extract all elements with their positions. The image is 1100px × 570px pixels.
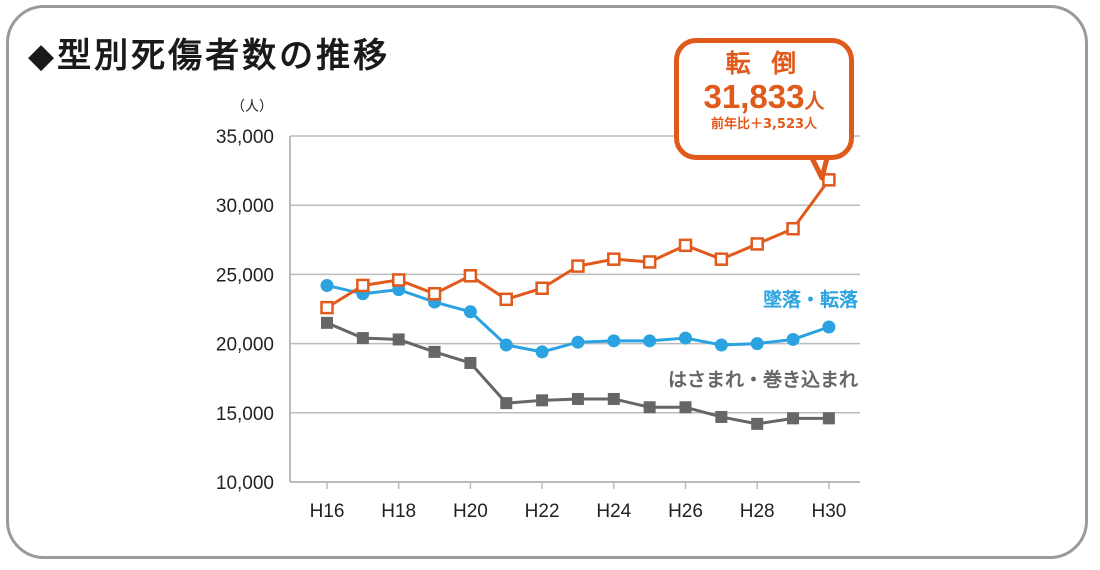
callout-bubble: 転 倒 31,833人 前年比＋3,523人 xyxy=(674,38,854,160)
data-point xyxy=(535,345,549,359)
data-point xyxy=(392,333,405,346)
x-tick-label: H20 xyxy=(453,501,488,522)
data-point xyxy=(642,255,657,269)
y-tick-label: 35,000 xyxy=(216,127,274,148)
y-axis-unit: （人） xyxy=(231,99,273,115)
data-point xyxy=(715,410,728,423)
data-point xyxy=(607,252,621,266)
data-point xyxy=(679,401,692,414)
y-tick-label: 25,000 xyxy=(216,265,274,286)
x-tick-label: H24 xyxy=(596,501,631,522)
callout-title: 転 倒 xyxy=(725,49,803,78)
series-fall_trip xyxy=(320,173,836,315)
data-point xyxy=(786,332,800,346)
data-point xyxy=(427,287,442,301)
series-label-falling: 墜落・転落 xyxy=(763,288,859,311)
data-point xyxy=(571,392,584,405)
data-point xyxy=(320,278,334,292)
series xyxy=(320,173,836,430)
data-point xyxy=(356,332,369,345)
data-point xyxy=(822,412,835,425)
series-label-caught: はさまれ・巻き込まれ xyxy=(668,368,858,391)
data-point xyxy=(499,292,513,307)
data-point xyxy=(822,320,836,334)
data-point xyxy=(714,338,728,352)
data-point xyxy=(643,334,657,348)
y-tick-label: 20,000 xyxy=(216,335,274,356)
data-point xyxy=(643,401,656,414)
y-tick-label: 15,000 xyxy=(216,404,274,425)
x-tick-label: H30 xyxy=(811,501,846,522)
axes xyxy=(289,136,860,489)
x-tick-label: H26 xyxy=(668,501,703,522)
data-point xyxy=(750,337,764,351)
x-tick-label: H28 xyxy=(740,501,775,522)
data-point xyxy=(787,412,800,425)
data-point xyxy=(321,316,333,329)
data-point xyxy=(679,331,692,345)
data-point xyxy=(463,305,477,319)
data-point xyxy=(463,269,478,283)
y-tick-label: 10,000 xyxy=(216,473,274,494)
data-point xyxy=(607,334,621,348)
data-point xyxy=(571,335,585,349)
data-point xyxy=(500,397,513,410)
x-tick-label: H22 xyxy=(525,501,560,522)
data-point xyxy=(320,300,334,315)
y-tick-labels: 10,000 15,000 20,000 25,000 30,000 35,000 xyxy=(216,127,274,494)
data-point xyxy=(786,221,800,236)
callout-value-unit: 人 xyxy=(804,89,825,113)
data-point xyxy=(751,417,764,430)
data-point xyxy=(536,394,549,407)
data-point xyxy=(464,356,477,369)
x-tick-label: H16 xyxy=(310,501,345,522)
series-caught xyxy=(321,316,835,430)
data-point xyxy=(714,252,729,266)
data-point xyxy=(750,237,764,251)
callout-value: 31,833 xyxy=(703,78,805,115)
callout-value-line: 31,833人 xyxy=(679,79,849,115)
data-point xyxy=(607,392,620,405)
data-point xyxy=(678,238,693,253)
callout-change: 前年比＋3,523人 xyxy=(710,117,818,132)
chart-title: ◆型別死傷者数の推移 xyxy=(28,36,391,76)
x-tick-labels: H16 H18 H20 H22 H24 H26 H28 H30 xyxy=(310,501,847,522)
x-tick-label: H18 xyxy=(381,501,416,522)
data-point xyxy=(428,345,441,358)
data-point xyxy=(391,273,406,287)
data-point xyxy=(356,278,370,293)
data-point xyxy=(499,338,513,352)
y-tick-label: 30,000 xyxy=(216,196,274,217)
data-point xyxy=(535,281,549,295)
data-point xyxy=(571,259,585,273)
